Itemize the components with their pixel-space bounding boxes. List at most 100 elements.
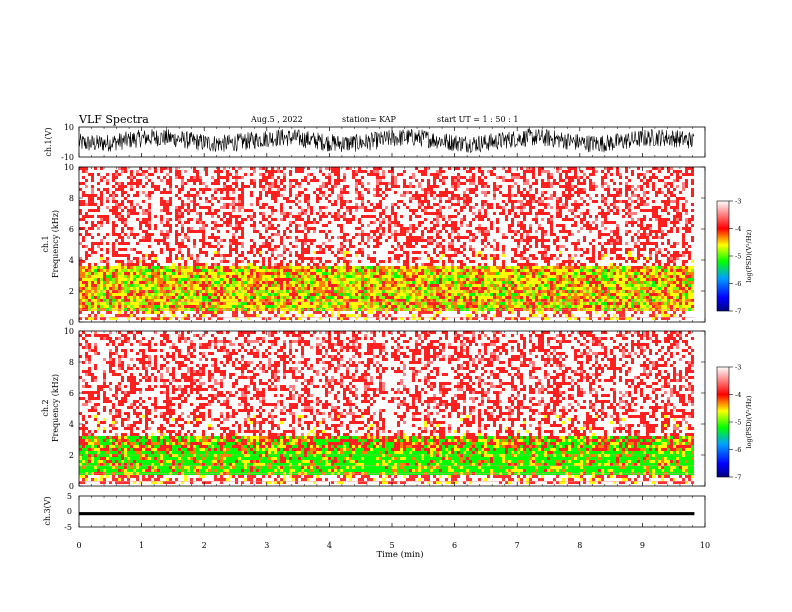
- spectrogram-cell: [208, 209, 211, 212]
- spectrogram-cell: [82, 185, 85, 188]
- spectrogram-cell: [169, 281, 172, 284]
- spectrogram-cell: [247, 191, 250, 194]
- spectrogram-cell: [184, 290, 187, 293]
- ch1-waveform-panel: 10 -10 ch.1(V): [44, 123, 706, 162]
- spectrogram-cell: [148, 254, 151, 257]
- spectrogram-cell: [154, 179, 157, 182]
- spectrogram-cell: [172, 299, 175, 302]
- spectrogram-cell: [244, 281, 247, 284]
- spectrogram-cell: [118, 188, 121, 191]
- spectrogram-cell: [142, 257, 145, 260]
- spectrogram-cell: [310, 272, 313, 275]
- spectrogram-cell: [145, 221, 148, 224]
- spectrogram-cell: [160, 287, 163, 290]
- spectrogram-cell: [127, 272, 130, 275]
- spectrogram-cell: [202, 287, 205, 290]
- spectrogram-cell: [355, 314, 358, 317]
- spectrogram-cell: [301, 170, 304, 173]
- spectrogram-cell: [325, 311, 328, 314]
- spectrogram-cell: [316, 239, 319, 242]
- spectrogram-cell: [328, 176, 331, 179]
- spectrogram-cell: [316, 215, 319, 218]
- spectrogram-cell: [223, 170, 226, 173]
- spectrogram-cell: [172, 284, 175, 287]
- spectrogram-cell: [271, 257, 274, 260]
- spectrogram-cell: [109, 257, 112, 260]
- spectrogram-cell: [361, 284, 364, 287]
- spectrogram-cell: [118, 218, 121, 221]
- spectrogram-cell: [268, 182, 271, 185]
- spectrogram-cell: [115, 188, 118, 191]
- spectrogram-cell: [169, 275, 172, 278]
- spectrogram-cell: [187, 299, 190, 302]
- spectrogram-cell: [244, 296, 247, 299]
- spectrogram-cell: [94, 233, 97, 236]
- spectrogram-cell: [334, 290, 337, 293]
- spectrogram-cell: [202, 293, 205, 296]
- spectrogram-cell: [241, 254, 244, 257]
- spectrogram-cell: [181, 218, 184, 221]
- spectrogram-cell: [346, 194, 349, 197]
- spectrogram-cell: [136, 188, 139, 191]
- spectrogram-cell: [97, 254, 100, 257]
- spectrogram-cell: [85, 242, 88, 245]
- spectrogram-cell: [217, 245, 220, 248]
- spectrogram-cell: [289, 215, 292, 218]
- spectrogram-cell: [310, 302, 313, 305]
- spectrogram-cell: [121, 266, 124, 269]
- spectrogram-cell: [82, 176, 85, 179]
- spectrogram-cell: [142, 314, 145, 317]
- spectrogram-cell: [79, 305, 82, 308]
- spectrogram-cell: [130, 188, 133, 191]
- spectrogram-cell: [226, 263, 229, 266]
- spectrogram-cell: [349, 200, 352, 203]
- spectrogram-cell: [265, 197, 268, 200]
- spectrogram-cell: [88, 314, 91, 317]
- spectrogram-cell: [214, 221, 217, 224]
- spectrogram-cell: [241, 215, 244, 218]
- spectrogram-cell: [241, 230, 244, 233]
- spectrogram-cell: [343, 296, 346, 299]
- spectrogram-cell: [346, 296, 349, 299]
- spectrogram-cell: [151, 314, 154, 317]
- spectrogram-cell: [250, 269, 253, 272]
- spectrogram-cell: [100, 209, 103, 212]
- spectrogram-cell: [223, 248, 226, 251]
- spectrogram-cell: [268, 248, 271, 251]
- spectrogram-cell: [139, 206, 142, 209]
- spectrogram-cell: [271, 269, 274, 272]
- spectrogram-cell: [250, 170, 253, 173]
- spectrogram-cell: [322, 263, 325, 266]
- spectrogram-cell: [343, 287, 346, 290]
- spectrogram-cell: [88, 230, 91, 233]
- spectrogram-cell: [340, 242, 343, 245]
- spectrogram-cell: [199, 218, 202, 221]
- spectrogram-cell: [343, 209, 346, 212]
- spectrogram-cell: [310, 170, 313, 173]
- spectrogram-cell: [199, 317, 202, 320]
- spectrogram-cell: [187, 227, 190, 230]
- spectrogram-cell: [163, 170, 166, 173]
- spectrogram-cell: [316, 218, 319, 221]
- spectrogram-cell: [241, 233, 244, 236]
- spectrogram-cell: [91, 281, 94, 284]
- spectrogram-cell: [295, 299, 298, 302]
- spectrogram-cell: [346, 167, 349, 170]
- spectrogram-cell: [169, 311, 172, 314]
- spectrogram-cell: [346, 203, 349, 206]
- spectrogram-cell: [166, 230, 169, 233]
- spectrogram-cell: [160, 230, 163, 233]
- spectrogram-cell: [196, 296, 199, 299]
- spectrogram-cell: [97, 239, 100, 242]
- spectrogram-cell: [358, 185, 361, 188]
- spectrogram-cell: [208, 212, 211, 215]
- spectrogram-cell: [79, 176, 82, 179]
- spectrogram-cell: [292, 191, 295, 194]
- spectrogram-cell: [313, 290, 316, 293]
- spectrogram-cell: [169, 206, 172, 209]
- spectrogram-cell: [361, 242, 364, 245]
- spectrogram-cell: [358, 170, 361, 173]
- spectrogram-cell: [211, 281, 214, 284]
- spectrogram-cell: [232, 230, 235, 233]
- spectrogram-cell: [334, 197, 337, 200]
